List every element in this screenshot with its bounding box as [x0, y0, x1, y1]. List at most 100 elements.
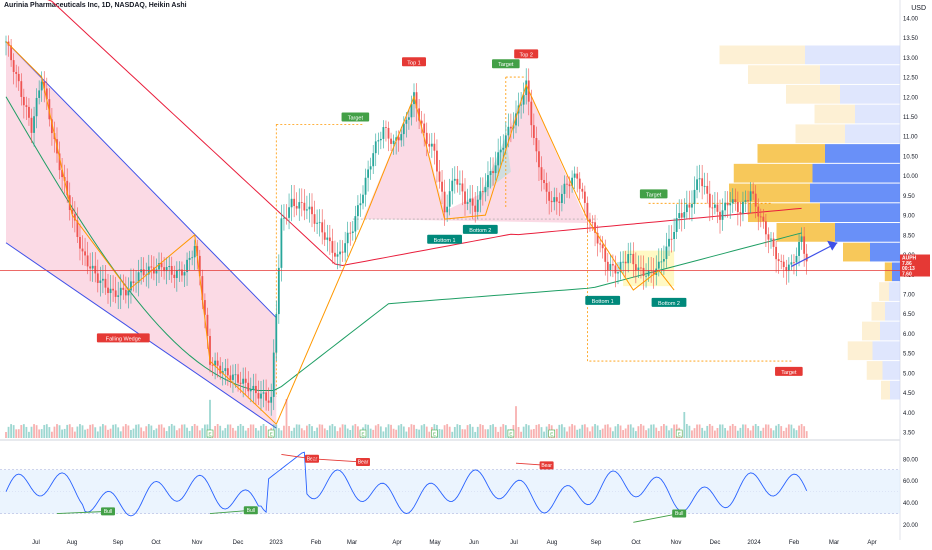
candle-body	[430, 143, 433, 147]
volume-profile-bar	[866, 361, 883, 380]
price-tick-label: 6.00	[903, 332, 915, 338]
earnings-marker-text: E	[208, 432, 211, 437]
candle-body	[45, 88, 48, 100]
candle-body	[303, 202, 306, 211]
volume-bar	[153, 430, 155, 438]
candle-body	[102, 278, 104, 281]
volume-bar	[698, 424, 701, 438]
volume-bar	[66, 424, 69, 438]
volume-bar	[663, 424, 665, 438]
volume-bar	[591, 426, 594, 438]
volume-profile-bar	[872, 341, 900, 361]
earnings-marker-box	[431, 429, 438, 438]
candle-body	[140, 269, 143, 273]
candle-body	[160, 263, 163, 268]
candle-body	[550, 200, 553, 203]
volume-bar	[349, 430, 352, 438]
volume-bar	[390, 424, 392, 438]
volume-bar	[114, 424, 117, 438]
candle-body	[173, 274, 176, 278]
volume-bar	[489, 425, 492, 438]
candle-body	[79, 237, 81, 249]
candle-body	[759, 216, 762, 218]
volume-bar	[456, 424, 459, 438]
price-tick-label: 11.50	[903, 115, 918, 121]
volume-bar	[571, 424, 573, 438]
volume-bar	[191, 426, 194, 438]
candle-body	[104, 278, 107, 288]
volume-bar	[499, 426, 502, 438]
earnings-marker-text: E	[550, 432, 553, 437]
candle-body	[313, 214, 316, 224]
candle-body	[130, 281, 132, 291]
pattern-label-text: Bottom 1	[434, 238, 456, 244]
volume-bar	[265, 425, 267, 438]
volume-bar	[311, 426, 313, 438]
volume-bar	[298, 424, 301, 438]
candle-body	[38, 90, 41, 98]
pattern-label: Bottom 2	[651, 297, 687, 307]
candle-body	[540, 167, 543, 180]
candle-body	[242, 378, 245, 384]
volume-profile-bar	[884, 262, 892, 282]
candle-body	[390, 138, 392, 144]
volume-bar	[293, 427, 296, 438]
volume-bar	[385, 427, 387, 438]
volume-profile-bar	[885, 301, 900, 321]
time-tick-label: Sep	[113, 540, 124, 546]
candle-body	[402, 123, 405, 135]
candle-body	[479, 191, 482, 200]
trend-arrow	[791, 242, 838, 267]
pattern-label: Bottom 2	[462, 224, 498, 234]
volume-bar	[175, 430, 178, 438]
volume-bar	[645, 430, 647, 438]
volume-bar	[632, 427, 635, 438]
candle-body	[354, 216, 357, 232]
candle-body	[642, 267, 645, 276]
volume-bar	[252, 424, 255, 438]
earnings-marker-text: E	[270, 432, 273, 437]
candle-body	[448, 191, 451, 207]
candle-body	[525, 80, 528, 96]
volume-bar	[226, 424, 229, 438]
candle-body	[382, 127, 385, 139]
candle-body	[461, 183, 464, 192]
volume-bar	[650, 424, 653, 438]
candle-body	[306, 209, 308, 211]
candle-body	[293, 198, 296, 207]
candle-body	[744, 200, 747, 202]
volume-bar	[762, 427, 765, 438]
rsi-tick-label: 80.00	[903, 457, 919, 463]
volume-bar	[219, 425, 222, 438]
candle-body	[787, 264, 790, 271]
volume-bar	[670, 428, 673, 438]
volume-bar	[706, 425, 709, 438]
earnings-marker-text: E	[433, 432, 436, 437]
volume-profile-bar	[748, 65, 820, 84]
price-tick-label: 9.50	[903, 194, 915, 200]
candle-body	[543, 179, 545, 184]
volume-bar	[770, 428, 772, 438]
volume-bar	[214, 425, 216, 438]
earnings-marker: E	[359, 429, 367, 438]
candle-body	[780, 261, 783, 262]
volume-bar	[99, 426, 102, 438]
pattern-label-bg	[402, 57, 426, 67]
candle-body	[466, 202, 469, 204]
candle-body	[81, 248, 84, 252]
candle-body	[770, 238, 772, 240]
volume-bar	[354, 424, 357, 438]
price-tick-label: 7.00	[903, 293, 915, 299]
candle-body	[178, 269, 181, 271]
volume-bar	[525, 424, 528, 438]
last-price-bg	[900, 254, 930, 277]
rsi-divergence-bg	[672, 509, 687, 518]
volume-bar	[438, 429, 441, 438]
price-tick-label: 4.50	[903, 391, 915, 397]
candle-body	[558, 201, 561, 203]
volume-bar	[701, 427, 704, 438]
volume-bar	[772, 430, 775, 438]
candle-body	[800, 236, 803, 242]
